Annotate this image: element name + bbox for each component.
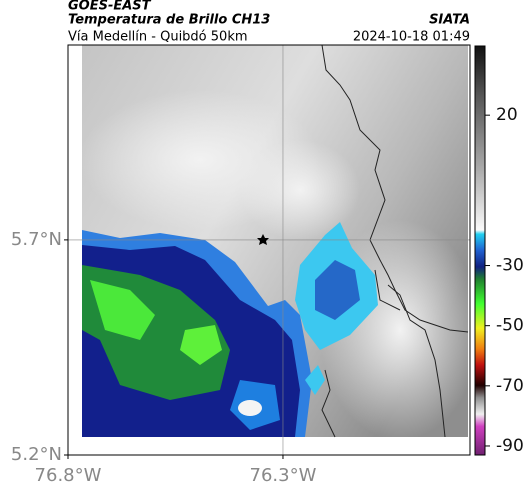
colorbar-tick-label: 20 [496,105,518,125]
timestamp: 2024-10-18 01:49 [353,30,470,45]
y-tick-label: 5.2°N [11,444,62,465]
source: SIATA [429,13,470,28]
imagery [82,45,468,437]
title: GOES-EAST [68,0,152,14]
colorbar-tick-label: -50 [496,316,524,336]
grid [68,45,470,455]
city-marker [257,234,269,245]
x-tick-label: 76.3°W [250,465,317,486]
region: Vía Medellín - Quibdó 50km [68,30,248,45]
colorbar-tick-label: -90 [496,436,524,456]
x-tick-label: 76.8°W [35,465,102,486]
y-tick-label: 5.7°N [11,229,62,250]
colorbar-tick-label: -30 [496,256,524,276]
subtitle: Temperatura de Brillo CH13 [68,13,270,28]
labels: 76.8°W 76.3°W 5.2°N 5.7°N 20 -30 -50 -70 -90 [11,105,524,486]
colorbar [474,45,486,456]
borders [321,44,469,438]
map-frame [67,44,471,456]
colorbar-tick-label: -70 [496,376,524,396]
